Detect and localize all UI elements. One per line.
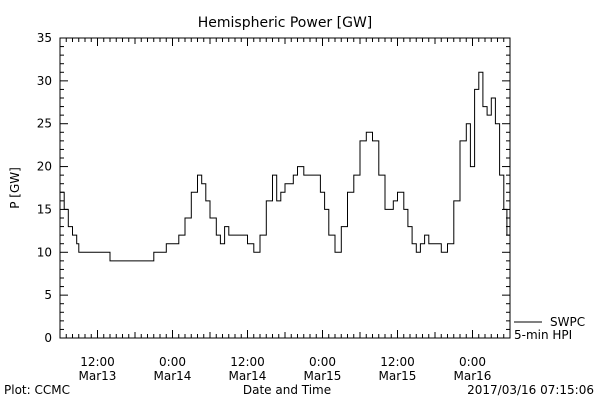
series-line	[60, 71, 511, 262]
y-tick-label: 30	[37, 74, 52, 88]
x-tick-label-time: 0:00	[159, 355, 186, 369]
y-tick-label: 25	[37, 117, 52, 131]
y-tick-label: 20	[37, 160, 52, 174]
y-tick-label: 35	[37, 31, 52, 45]
y-axis-label: P [GW]	[8, 167, 22, 209]
series-layer	[60, 71, 511, 262]
x-tick-label-date: Mar14	[154, 369, 192, 383]
y-tick-label: 0	[44, 331, 52, 345]
x-tick-label-date: Mar14	[229, 369, 267, 383]
y-axis-ticks: 0 5 10 15 20 25 30 35	[37, 31, 510, 345]
y-tick-label: 10	[37, 245, 52, 259]
x-tick-label-time: 12:00	[230, 355, 265, 369]
legend-label-hpi: 5-min HPI	[514, 328, 572, 342]
chart-title: Hemispheric Power [GW]	[198, 15, 373, 31]
x-tick-label-date: Mar15	[304, 369, 342, 383]
legend-label-swpc: SWPC	[550, 315, 585, 329]
x-tick-label-date: Mar16	[454, 369, 492, 383]
x-tick-label-date: Mar13	[79, 369, 117, 383]
x-axis-ticks: 12:00Mar130:00Mar1412:00Mar140:00Mar1512…	[59, 38, 511, 383]
y-tick-label: 5	[44, 288, 52, 302]
x-tick-label-date: Mar15	[379, 369, 417, 383]
plot-credit: Plot: CCMC	[4, 383, 70, 397]
x-axis-label: Date and Time	[243, 383, 331, 397]
plot-timestamp: 2017/03/16 07:15:06	[467, 383, 594, 397]
x-tick-label-time: 12:00	[80, 355, 115, 369]
x-tick-label-time: 0:00	[309, 355, 336, 369]
x-tick-label-time: 0:00	[459, 355, 486, 369]
y-tick-label: 15	[37, 202, 52, 216]
x-tick-label-time: 12:00	[380, 355, 415, 369]
